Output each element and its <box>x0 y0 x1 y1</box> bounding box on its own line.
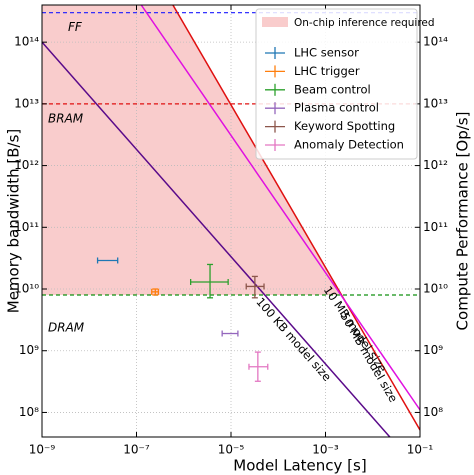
data-point <box>221 330 239 337</box>
y-tick-label: 10¹⁴ <box>14 35 39 49</box>
y2-tick-label: 10⁸ <box>423 405 443 419</box>
legend-box <box>255 8 418 160</box>
legend-label: LHC trigger <box>294 64 360 78</box>
model-size-label: 10 MB model size <box>321 283 390 375</box>
y2-axis-label: Compute Performance [Op/s] <box>454 112 472 331</box>
plot-frame <box>41 4 421 438</box>
model-size-line <box>140 5 420 411</box>
y-tick-label: 10⁹ <box>19 343 39 357</box>
legend-patch <box>262 17 288 27</box>
data-point <box>248 351 269 382</box>
y2-tick-label: 10¹³ <box>423 96 448 110</box>
memory-label: FF <box>68 20 83 34</box>
memory-label: BRAM <box>48 111 84 125</box>
model-size-line <box>172 5 420 431</box>
x-tick-label: 10⁻⁷ <box>123 443 150 457</box>
data-point <box>245 275 265 299</box>
x-tick-label: 10⁻³ <box>312 443 339 457</box>
data-point <box>190 263 229 299</box>
data-point <box>96 257 119 264</box>
x-tick-label: 10⁻¹ <box>407 443 434 457</box>
y-tick-label: 10¹⁰ <box>14 282 39 296</box>
y-axis-label: Memory bandwidth [B/s] <box>5 129 23 314</box>
y2-tick-label: 10⁹ <box>423 343 443 357</box>
x-tick-label: 10⁻⁵ <box>218 443 245 457</box>
x-tick-label: 10⁻⁹ <box>29 443 56 457</box>
data-point <box>151 288 159 296</box>
y2-tick-label: 10¹² <box>423 158 448 172</box>
region <box>42 5 342 295</box>
y-tick-label: 10¹² <box>14 158 39 172</box>
legend-label: Anomaly Detection <box>294 138 404 152</box>
x-axis-label: Model Latency [s] <box>233 457 366 475</box>
legend-label: Keyword Spotting <box>294 119 395 133</box>
y-tick-label: 10⁸ <box>19 405 39 419</box>
y2-tick-label: 10¹¹ <box>423 220 448 234</box>
y-tick-label: 10¹¹ <box>14 220 39 234</box>
y2-tick-label: 10¹⁴ <box>423 35 448 49</box>
model-size-line <box>42 41 391 437</box>
legend-label: Plasma control <box>294 101 379 115</box>
legend-label: Beam control <box>294 82 371 96</box>
memory-label: DRAM <box>48 320 85 334</box>
y-tick-label: 10¹³ <box>14 96 39 110</box>
model-size-label: 100 KB model size <box>253 295 334 384</box>
y2-tick-label: 10¹⁰ <box>423 282 448 296</box>
legend-label: On-chip inference required <box>294 17 435 29</box>
legend-label: LHC sensor <box>294 46 359 60</box>
